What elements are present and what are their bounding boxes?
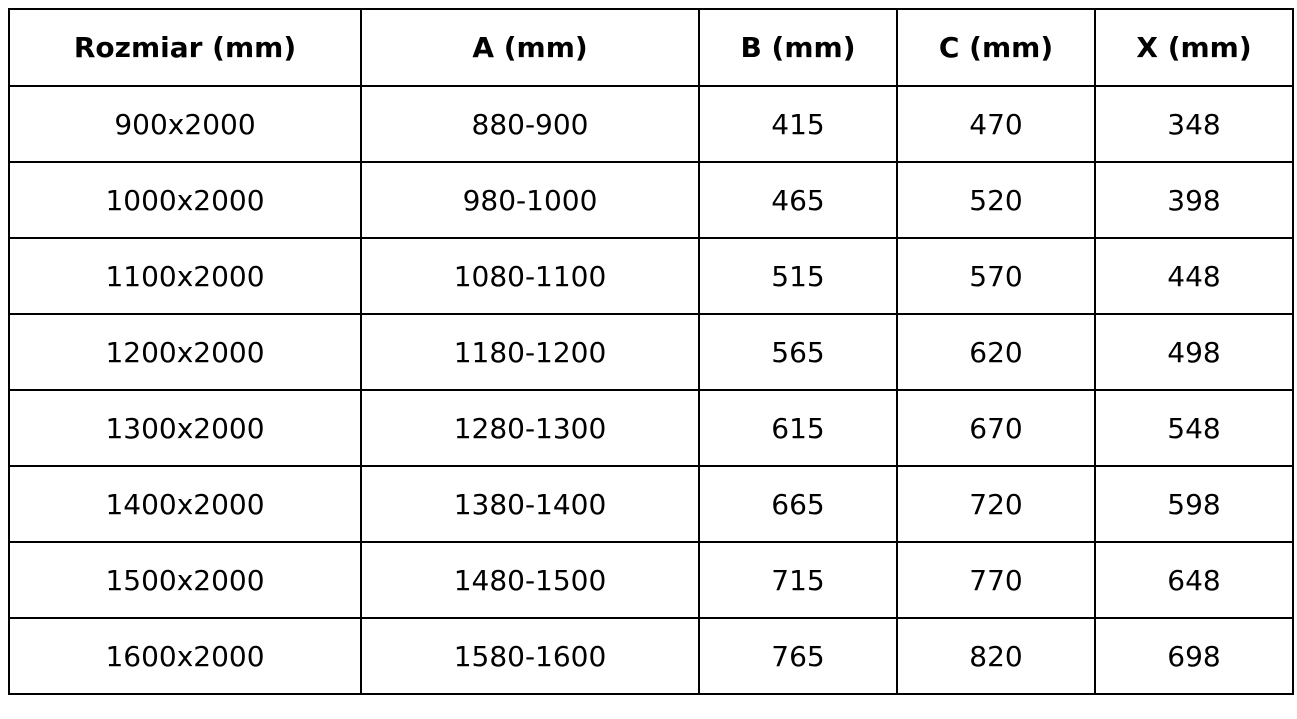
table-cell: 1100x2000 [8,237,362,315]
table-cell: 900x2000 [8,85,362,163]
column-header: B (mm) [698,8,898,87]
table-cell: 398 [1094,161,1294,239]
column-header: X (mm) [1094,8,1294,87]
table-row: 1200x2000 1180-1200 565 620 498 [8,313,1294,391]
column-header: C (mm) [896,8,1096,87]
header-row: Rozmiar (mm) A (mm) B (mm) C (mm) X (mm) [8,8,1294,87]
table-cell: 1200x2000 [8,313,362,391]
table-cell: 1080-1100 [360,237,700,315]
table-cell: 880-900 [360,85,700,163]
table-row: 1500x2000 1480-1500 715 770 648 [8,541,1294,619]
table-cell: 548 [1094,389,1294,467]
table-cell: 820 [896,617,1096,695]
table-cell: 470 [896,85,1096,163]
table-cell: 520 [896,161,1096,239]
table-cell: 1580-1600 [360,617,700,695]
table-cell: 698 [1094,617,1294,695]
table-row: 1300x2000 1280-1300 615 670 548 [8,389,1294,467]
table-cell: 1000x2000 [8,161,362,239]
table-cell: 570 [896,237,1096,315]
table-row: 1000x2000 980-1000 465 520 398 [8,161,1294,239]
table-cell: 615 [698,389,898,467]
table-cell: 670 [896,389,1096,467]
table-cell: 565 [698,313,898,391]
table-row: 1600x2000 1580-1600 765 820 698 [8,617,1294,695]
table-cell: 715 [698,541,898,619]
table-cell: 665 [698,465,898,543]
table-row: 900x2000 880-900 415 470 348 [8,85,1294,163]
dimensions-table: Rozmiar (mm) A (mm) B (mm) C (mm) X (mm) 900… [8,8,1294,695]
table-cell: 1480-1500 [360,541,700,619]
table-cell: 1400x2000 [8,465,362,543]
table-cell: 498 [1094,313,1294,391]
table-cell: 1600x2000 [8,617,362,695]
table-cell: 598 [1094,465,1294,543]
table-cell: 1380-1400 [360,465,700,543]
table-cell: 720 [896,465,1096,543]
table-cell: 1500x2000 [8,541,362,619]
table-cell: 980-1000 [360,161,700,239]
table-cell: 620 [896,313,1096,391]
table-cell: 648 [1094,541,1294,619]
table-row: 1100x2000 1080-1100 515 570 448 [8,237,1294,315]
table-cell: 515 [698,237,898,315]
table-cell: 765 [698,617,898,695]
table-row: 1400x2000 1380-1400 665 720 598 [8,465,1294,543]
table-cell: 465 [698,161,898,239]
table-cell: 1180-1200 [360,313,700,391]
table-cell: 448 [1094,237,1294,315]
table-cell: 1300x2000 [8,389,362,467]
table-cell: 348 [1094,85,1294,163]
table-cell: 770 [896,541,1096,619]
column-header: Rozmiar (mm) [8,8,362,87]
column-header: A (mm) [360,8,700,87]
table-cell: 1280-1300 [360,389,700,467]
table-cell: 415 [698,85,898,163]
